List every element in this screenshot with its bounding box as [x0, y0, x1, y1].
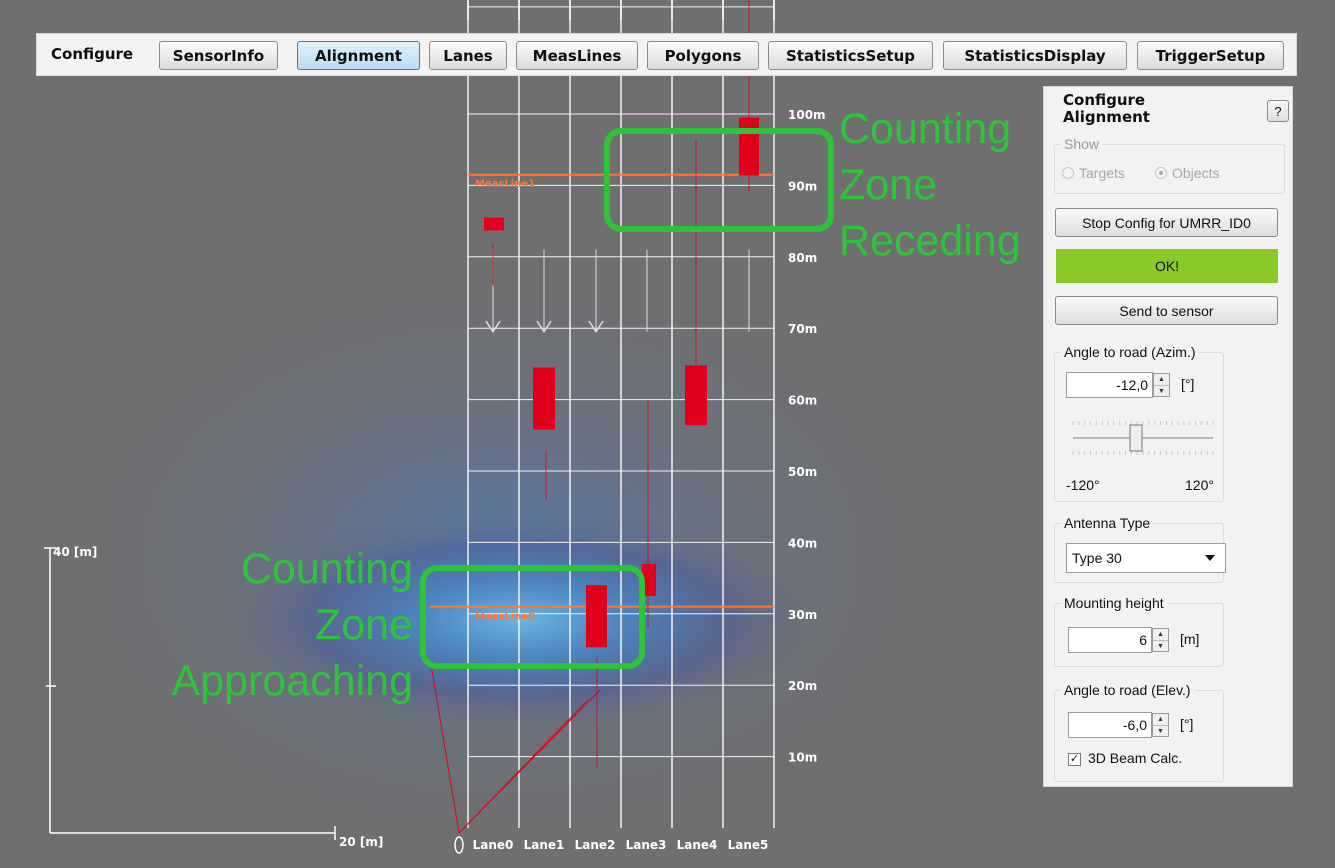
configure-toolbar: Configure SensorInfo Alignment Lanes Mea…	[36, 33, 1297, 76]
distance-label: 40m	[788, 536, 817, 550]
tab-statisticsdisplay[interactable]: StatisticsDisplay	[943, 41, 1127, 70]
elevation-unit: [°]	[1180, 716, 1194, 732]
tab-triggersetup[interactable]: TriggerSetup	[1137, 41, 1284, 70]
tab-alignment[interactable]: Alignment	[297, 41, 420, 70]
distance-label: 90m	[788, 179, 817, 193]
antenna-group-title: Antenna Type	[1061, 515, 1154, 531]
azimuth-group: Angle to road (Azim.) -12,0 ▲ ▼ [°] -120°…	[1054, 344, 1224, 502]
lane-label: Lane0	[473, 838, 514, 852]
distance-label: 20m	[788, 679, 817, 693]
radar-objects	[431, 0, 759, 854]
azimuth-slider[interactable]	[1063, 413, 1223, 463]
distance-label: 70m	[788, 322, 817, 336]
beam-inner	[220, 510, 820, 730]
tab-statisticssetup[interactable]: StatisticsSetup	[768, 41, 933, 70]
lane-label: Lane5	[728, 838, 769, 852]
targets-radio-label: Targets	[1079, 165, 1125, 181]
tab-measlines[interactable]: MeasLines	[516, 41, 638, 70]
send-to-sensor-button[interactable]: Send to sensor	[1055, 296, 1278, 325]
measline0-label: MeasLine0	[475, 612, 535, 623]
mounting-group-title: Mounting height	[1061, 595, 1167, 611]
receding-zone-label-line1: Counting	[839, 105, 1012, 153]
tracked-object[interactable]	[533, 367, 555, 430]
tracked-object[interactable]	[739, 117, 759, 176]
mounting-height-unit: [m]	[1180, 631, 1200, 647]
panel-title: Configure Alignment	[1063, 91, 1150, 126]
distance-label: 10m	[788, 751, 817, 765]
show-group-title: Show	[1061, 136, 1103, 152]
xy-axes: 40 [m] 20 [m]	[44, 545, 383, 849]
measline1-label: MeasLine1	[475, 179, 535, 190]
tab-lanes[interactable]: Lanes	[429, 41, 507, 70]
tab-polygons[interactable]: Polygons	[647, 41, 759, 70]
tab-sensorinfo[interactable]: SensorInfo	[159, 41, 278, 70]
arrow-head	[536, 320, 552, 334]
chevron-down-icon	[1205, 555, 1215, 561]
show-group: Show Targets Objects	[1054, 136, 1285, 194]
arrow-head	[588, 320, 604, 334]
tracked-object[interactable]	[484, 217, 504, 231]
lane-grid: 100m 90m 80m 70m 60m 50m 40m 30m 20m 10m Lane0 Lane…	[430, 0, 826, 852]
distance-label: 50m	[788, 465, 817, 479]
sensor-beam-line	[458, 699, 589, 834]
tracked-object[interactable]	[586, 585, 607, 648]
mounting-height-input[interactable]: 6	[1068, 627, 1152, 653]
tracked-object[interactable]	[642, 563, 656, 596]
configure-alignment-panel: Configure Alignment ? Show Targets Objec…	[1043, 86, 1293, 787]
elevation-spinner[interactable]: ▲ ▼	[1152, 713, 1169, 737]
approaching-zone-label-line3: Approaching	[171, 657, 413, 705]
approaching-zone-label-line1: Counting	[240, 545, 413, 593]
arrow-head	[485, 320, 501, 334]
lane-label: Lane4	[677, 838, 718, 852]
antenna-type-select[interactable]: Type 30	[1066, 543, 1226, 573]
3d-beam-checkbox[interactable]: ✓	[1068, 753, 1081, 766]
azimuth-group-title: Angle to road (Azim.)	[1061, 344, 1199, 360]
azimuth-slider-thumb[interactable]	[1129, 424, 1143, 452]
azimuth-input[interactable]: -12,0	[1066, 372, 1153, 398]
objects-radio-label: Objects	[1172, 165, 1220, 181]
lane-label: Lane1	[524, 838, 565, 852]
stop-config-button[interactable]: Stop Config for UMRR_ID0	[1055, 208, 1278, 237]
distance-label: 100m	[788, 108, 826, 122]
receding-zone-label-line2: Zone	[839, 161, 938, 209]
distance-label: 60m	[788, 394, 817, 408]
status-ok-indicator: OK!	[1056, 249, 1278, 283]
toolbar-label: Configure	[51, 45, 134, 63]
3d-beam-checkbox-label: 3D Beam Calc.	[1088, 750, 1183, 766]
sensor-icon[interactable]	[454, 836, 464, 854]
elevation-input[interactable]: -6,0	[1068, 712, 1152, 738]
y-axis-label: 40 [m]	[53, 545, 97, 559]
azimuth-spinner[interactable]: ▲ ▼	[1153, 373, 1170, 397]
objects-radio-dot	[1159, 171, 1163, 175]
antenna-type-value: Type 30	[1072, 550, 1122, 566]
elevation-group: Angle to road (Elev.) -6,0 ▲ ▼ [°] ✓ 3D B…	[1054, 682, 1224, 782]
distance-label: 80m	[788, 251, 817, 265]
receding-zone-box[interactable]	[604, 128, 834, 232]
approaching-zone-box[interactable]	[420, 565, 645, 669]
sensor-beam-line	[431, 669, 460, 834]
lane-label: Lane2	[575, 838, 616, 852]
elevation-group-title: Angle to road (Elev.)	[1061, 682, 1194, 698]
mounting-group: Mounting height 6 ▲ ▼ [m]	[1054, 595, 1224, 667]
targets-radio[interactable]	[1062, 167, 1074, 179]
azimuth-slider-min: -120°	[1066, 477, 1100, 493]
antenna-group: Antenna Type Type 30	[1054, 515, 1226, 583]
help-button[interactable]: ?	[1267, 100, 1289, 122]
azimuth-unit: [°]	[1181, 376, 1195, 392]
tracked-object[interactable]	[685, 365, 707, 426]
x-axis-label: 20 [m]	[339, 835, 383, 849]
distance-label: 30m	[788, 608, 817, 622]
lane-label: Lane3	[626, 838, 667, 852]
azimuth-slider-max: 120°	[1185, 477, 1214, 493]
counting-zones	[420, 128, 834, 669]
receding-zone-label-line3: Receding	[839, 217, 1021, 265]
objects-radio[interactable]	[1155, 167, 1167, 179]
mounting-height-spinner[interactable]: ▲ ▼	[1152, 628, 1169, 652]
approaching-zone-label-line2: Zone	[314, 601, 413, 649]
